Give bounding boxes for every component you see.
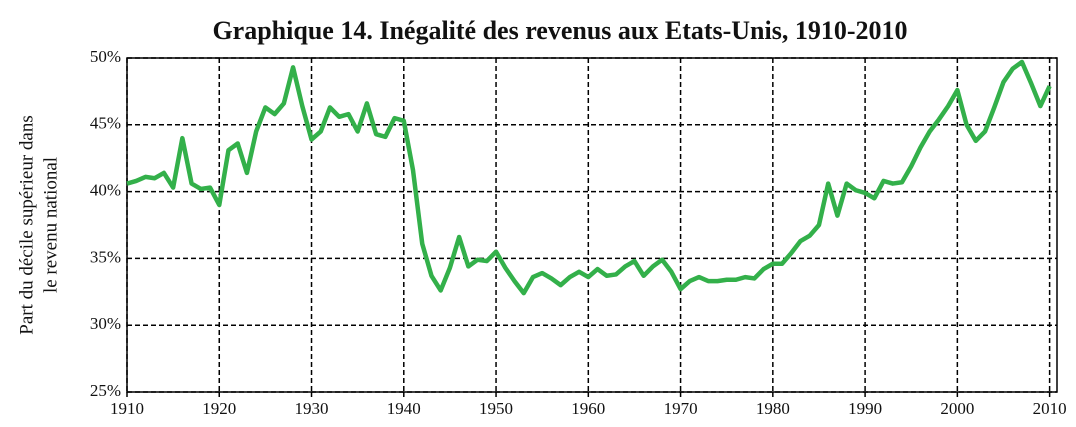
x-tick-label: 1970 (664, 399, 698, 418)
y-tick-label: 50% (90, 47, 121, 66)
x-tick-label: 1950 (479, 399, 513, 418)
y-axis-label: Part du décile supérieur dans (16, 115, 37, 334)
plot-frame (126, 57, 1058, 393)
x-tick-label: 1940 (387, 399, 421, 418)
x-tick-label: 2010 (1033, 399, 1067, 418)
x-tick-label: 1920 (202, 399, 236, 418)
x-tick-label: 2000 (940, 399, 974, 418)
y-tick-label: 25% (90, 381, 121, 400)
chart-title: Graphique 14. Inégalité des revenus aux … (212, 16, 907, 45)
x-tick-label: 1960 (571, 399, 605, 418)
data-line (126, 59, 1052, 296)
x-tick-label: 1910 (110, 399, 144, 418)
x-tick-label: 1990 (848, 399, 882, 418)
y-tick-label: 40% (90, 181, 121, 200)
y-tick-label: 35% (90, 247, 121, 266)
x-tick-label: 1930 (295, 399, 329, 418)
x-tick-label: 1980 (756, 399, 790, 418)
y-tick-label: 45% (90, 114, 121, 133)
y-tick-label: 30% (90, 314, 121, 333)
y-axis-label: le revenu national (40, 157, 61, 293)
